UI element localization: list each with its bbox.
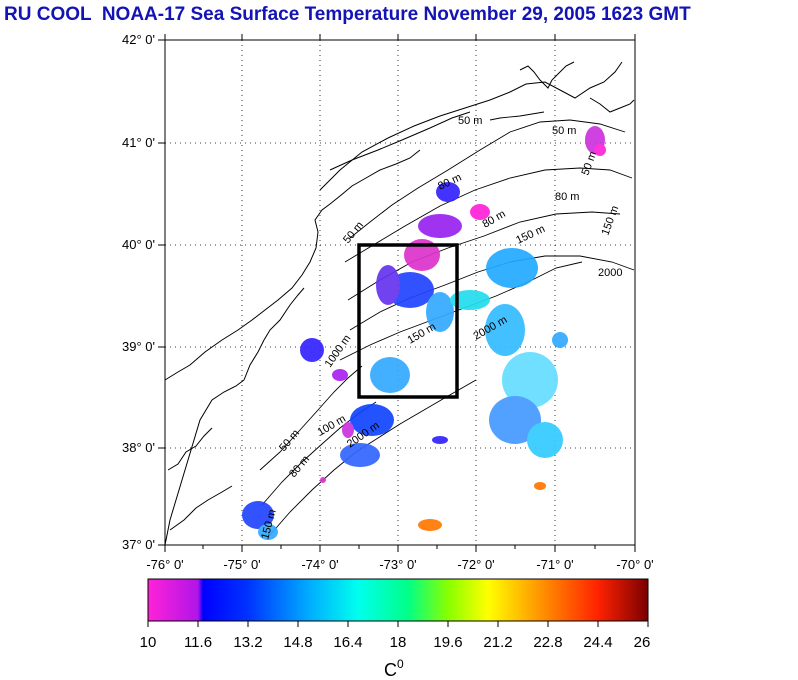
lat-tick-label: 40° 0' xyxy=(122,237,155,252)
contour-label: 50 m xyxy=(458,115,482,127)
colorbar-tick-labels: 10 11.6 13.2 14.8 16.4 18 19.6 21.2 22.8… xyxy=(140,634,651,651)
colorbar-tick-label: 24.4 xyxy=(583,634,612,651)
contour-label: 50 m xyxy=(552,125,576,137)
lon-axis-labels: -76° 0' -75° 0' -74° 0' -73° 0' -72° 0' … xyxy=(146,557,653,572)
analysis-box xyxy=(357,243,459,399)
lon-tick-label: -70° 0' xyxy=(616,557,653,572)
lat-axis-labels: 42° 0' 41° 0' 40° 0' 39° 0' 38° 0' 37° 0… xyxy=(122,32,155,552)
contour-label: 80 m xyxy=(555,191,579,203)
colorbar-tick-label: 18 xyxy=(390,634,407,651)
colorbar-unit: C0 xyxy=(384,657,404,680)
lon-tick-label: -72° 0' xyxy=(457,557,494,572)
colorbar-tick-label: 26 xyxy=(634,634,651,651)
colorbar-tick-label: 22.8 xyxy=(533,634,562,651)
frame-ticks xyxy=(158,34,636,552)
map-title: RU COOL NOAA-17 Sea Surface Temperature … xyxy=(4,4,691,25)
lon-tick-label: -75° 0' xyxy=(223,557,260,572)
colorbar-ticks xyxy=(147,621,649,627)
contour-label: 2000 xyxy=(598,267,622,279)
lat-tick-label: 42° 0' xyxy=(122,32,155,47)
coastline xyxy=(164,61,635,546)
colorbar-tick-label: 10 xyxy=(140,634,157,651)
lon-tick-label: -76° 0' xyxy=(146,557,183,572)
colorbar-tick-label: 16.4 xyxy=(333,634,362,651)
colorbar-tick-label: 19.6 xyxy=(433,634,462,651)
colorbar-tick-label: 11.6 xyxy=(184,634,212,651)
sst-data-patches xyxy=(242,126,606,540)
lat-tick-label: 38° 0' xyxy=(122,440,155,455)
lon-tick-label: -74° 0' xyxy=(301,557,338,572)
lat-tick-label: 37° 0' xyxy=(122,537,155,552)
lat-tick-label: 39° 0' xyxy=(122,339,155,354)
colorbar-tick-label: 14.8 xyxy=(283,634,312,651)
colorbar-tick-label: 21.2 xyxy=(483,634,512,651)
lat-tick-label: 41° 0' xyxy=(122,135,155,150)
colorbar xyxy=(147,578,649,622)
lon-tick-label: -71° 0' xyxy=(536,557,573,572)
lon-tick-label: -73° 0' xyxy=(379,557,416,572)
colorbar-tick-label: 13.2 xyxy=(233,634,262,651)
